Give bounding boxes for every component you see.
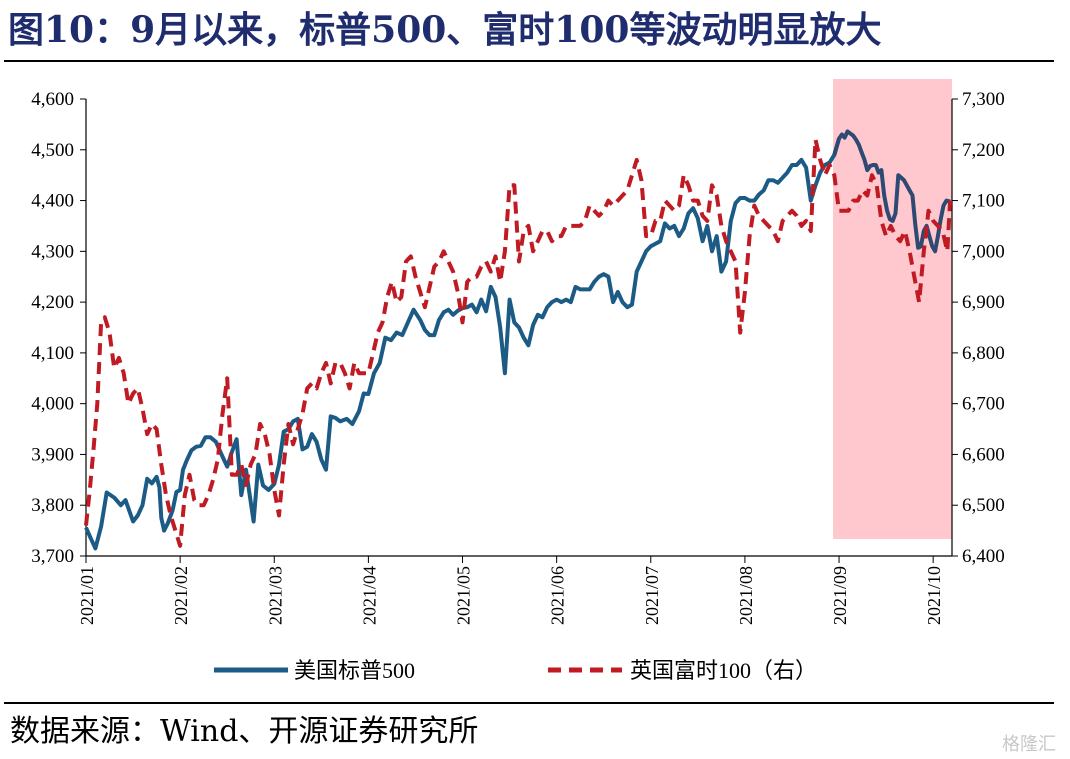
right-tick-label: 6,600 xyxy=(962,444,1005,465)
x-tick-label: 2021/10 xyxy=(924,566,944,625)
right-tick-label: 7,200 xyxy=(962,140,1005,161)
right-tick-label: 6,700 xyxy=(962,394,1005,415)
left-tick-label: 4,100 xyxy=(31,343,74,364)
series-line-ftse100 xyxy=(84,137,953,548)
right-tick-label: 6,900 xyxy=(962,292,1005,313)
right-tick-label: 7,000 xyxy=(962,241,1005,262)
x-tick-label: 2021/08 xyxy=(736,566,756,625)
x-tick-label: 2021/01 xyxy=(77,566,97,625)
series-line-sp500-highlight xyxy=(832,129,951,254)
title-divider xyxy=(4,60,1054,62)
x-tick-label: 2021/09 xyxy=(830,566,850,625)
left-tick-label: 4,500 xyxy=(31,140,74,161)
x-tick-label: 2021/04 xyxy=(359,566,379,625)
legend-label-sp500: 美国标普500 xyxy=(294,658,415,683)
left-tick-label: 3,900 xyxy=(31,444,74,465)
right-tick-label: 6,800 xyxy=(962,343,1005,364)
highlight-layer xyxy=(833,79,952,539)
x-tick-label: 2021/05 xyxy=(454,566,474,625)
left-tick-label: 3,700 xyxy=(31,546,74,567)
legend-label-ftse100: 英国富时100（右） xyxy=(630,658,817,683)
left-tick-label: 4,200 xyxy=(31,292,74,313)
chart-title: 图10：9月以来，标普500、富时100等波动明显放大 xyxy=(8,9,882,51)
left-tick-label: 3,800 xyxy=(31,495,74,516)
x-tick-label: 2021/07 xyxy=(642,566,662,625)
x-tick-label: 2021/06 xyxy=(548,566,568,625)
chart-svg: 3,700 3,800 3,900 4,000 4,100 4,200 4,300 4,400… xyxy=(31,79,1005,683)
right-tick-label: 6,400 xyxy=(962,546,1005,567)
axes-layer: 3,700 3,800 3,900 4,000 4,100 4,200 4,300 4,400… xyxy=(31,89,1005,625)
right-tick-label: 7,100 xyxy=(962,191,1005,212)
x-tick-label: 2021/02 xyxy=(171,566,191,625)
x-tick-label: 2021/03 xyxy=(265,566,285,625)
right-tick-label: 6,500 xyxy=(962,495,1005,516)
source-note: 数据来源：Wind、开源证券研究所 xyxy=(10,714,479,749)
highlight-band xyxy=(833,79,952,539)
left-tick-label: 4,300 xyxy=(31,241,74,262)
footer-divider xyxy=(4,702,1054,704)
left-tick-label: 4,400 xyxy=(31,191,74,212)
series-line-sp500 xyxy=(84,138,841,551)
legend: 美国标普500 英国富时100（右） xyxy=(214,658,817,683)
watermark-logo: 格隆汇 xyxy=(1002,734,1056,755)
right-tick-label: 7,300 xyxy=(962,89,1005,110)
left-tick-label: 4,600 xyxy=(31,89,74,110)
left-tick-label: 4,000 xyxy=(31,394,74,415)
series-layer xyxy=(84,129,953,551)
